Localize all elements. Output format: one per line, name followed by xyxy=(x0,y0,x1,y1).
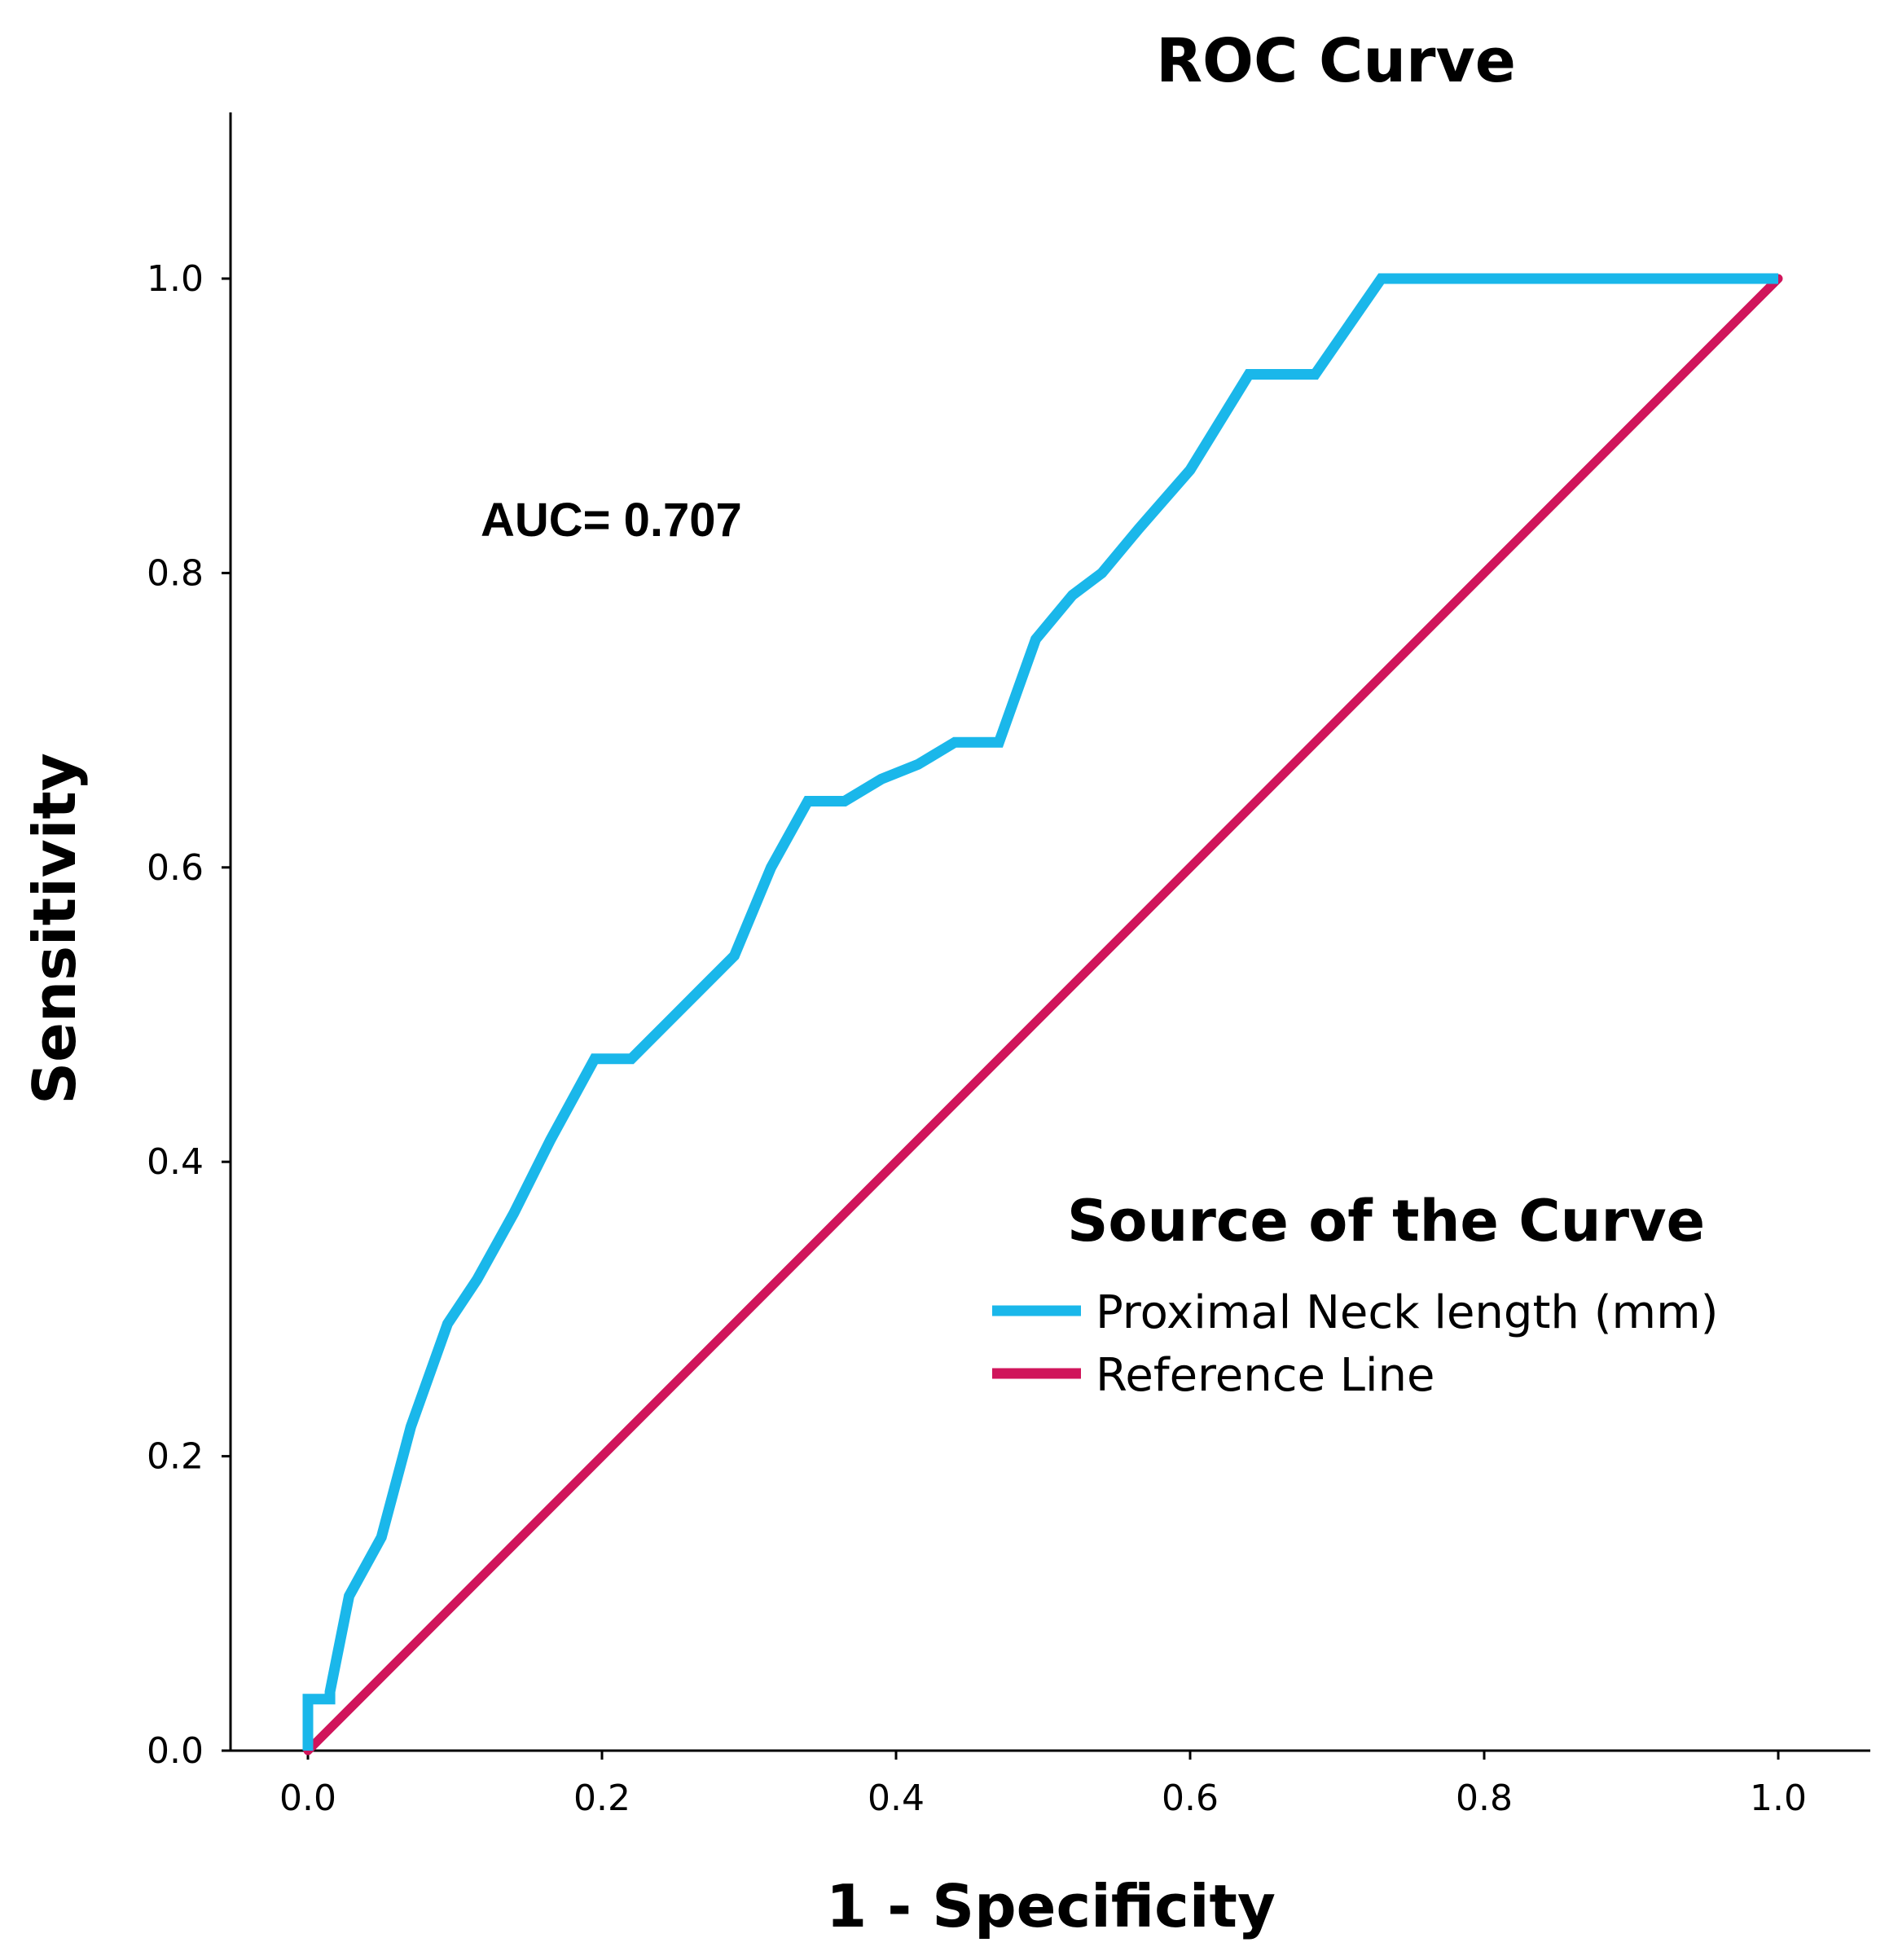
legend-label-roc: Proximal Neck length (mm) xyxy=(1096,1286,1719,1339)
legend: Source of the Curve Proximal Neck length… xyxy=(992,1188,1719,1402)
roc-point xyxy=(303,1694,313,1704)
roc-point xyxy=(913,759,923,769)
roc-point xyxy=(546,1135,556,1145)
y-tick-label: 0.6 xyxy=(147,847,204,889)
y-tick-label: 0.8 xyxy=(147,552,204,594)
reference-line-series xyxy=(303,274,1783,1756)
roc-point xyxy=(406,1422,415,1431)
roc-point xyxy=(877,774,886,784)
x-tick-label: 0.0 xyxy=(279,1778,336,1819)
roc-point xyxy=(376,1532,386,1542)
legend-title: Source of the Curve xyxy=(1067,1188,1705,1255)
roc-point xyxy=(994,737,1004,747)
roc-point xyxy=(1553,274,1562,283)
roc-point xyxy=(345,1591,354,1601)
roc-point xyxy=(509,1208,519,1218)
roc-point xyxy=(1421,274,1430,283)
y-tick-label: 0.0 xyxy=(147,1730,204,1772)
roc-point xyxy=(767,863,776,872)
x-axis-label: 1 - Specificity xyxy=(826,1872,1276,1940)
x-tick-label: 0.4 xyxy=(868,1778,925,1819)
roc-point xyxy=(950,737,960,747)
x-tick-label: 1.0 xyxy=(1750,1778,1807,1819)
roc-point xyxy=(325,1687,335,1697)
roc-point xyxy=(1030,635,1040,644)
roc-point xyxy=(442,1319,452,1329)
roc-point xyxy=(1244,369,1254,379)
roc-point xyxy=(692,987,702,997)
x-axis-ticks: 0.0 0.2 0.4 0.6 0.8 1.0 xyxy=(279,1751,1807,1819)
roc-point xyxy=(303,1746,313,1756)
legend-label-reference: Reference Line xyxy=(1096,1349,1435,1402)
y-axis-ticks: 0.0 0.2 0.4 0.6 0.8 1.0 xyxy=(147,258,231,1772)
roc-point xyxy=(663,1017,673,1027)
roc-point xyxy=(803,796,813,806)
x-tick-label: 0.2 xyxy=(573,1778,630,1819)
roc-point xyxy=(472,1275,482,1285)
roc-point xyxy=(1310,369,1320,379)
chart-title: ROC Curve xyxy=(1156,26,1516,96)
roc-point xyxy=(590,1054,600,1064)
roc-point xyxy=(626,1054,636,1064)
roc-point xyxy=(1097,568,1107,578)
roc-point xyxy=(1068,591,1078,600)
x-tick-label: 0.6 xyxy=(1162,1778,1219,1819)
y-axis-label: Sensitivity xyxy=(20,753,89,1105)
auc-annotation: AUC= 0.707 xyxy=(481,494,742,547)
y-tick-label: 1.0 xyxy=(147,258,204,300)
roc-point xyxy=(1773,274,1783,283)
roc-point xyxy=(1185,465,1195,475)
y-tick-label: 0.2 xyxy=(147,1436,204,1478)
x-tick-label: 0.8 xyxy=(1456,1778,1513,1819)
roc-curve-series xyxy=(302,273,1778,1751)
roc-point xyxy=(729,951,739,960)
roc-point xyxy=(840,796,850,806)
roc-point xyxy=(1377,274,1386,283)
y-tick-label: 0.4 xyxy=(147,1141,204,1183)
roc-point xyxy=(1134,524,1144,534)
